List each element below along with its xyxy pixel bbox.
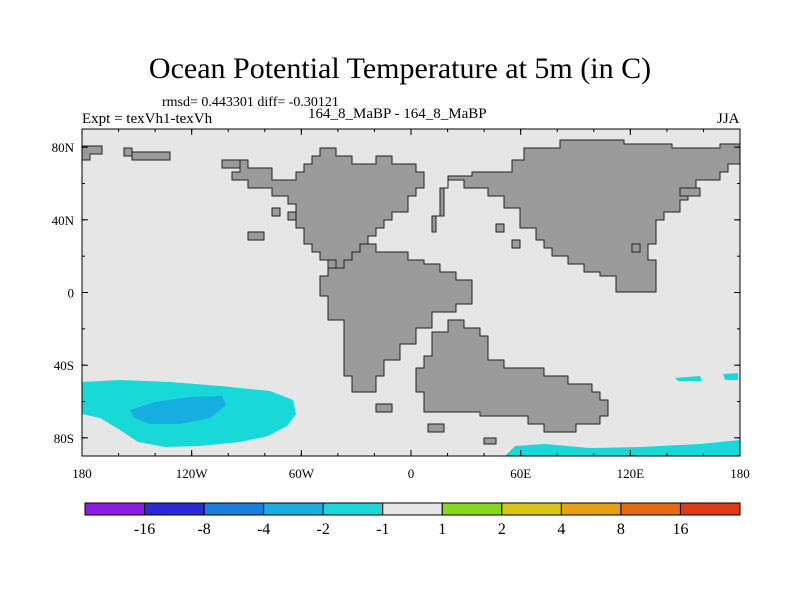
colorbar-label: 16	[672, 521, 688, 538]
y-tick-label: 80S	[54, 431, 74, 446]
anomaly-contours	[82, 373, 740, 456]
colorbar-label: -8	[197, 521, 210, 538]
land-island	[679, 187, 701, 197]
x-tick-label: 120W	[176, 466, 209, 481]
land-island	[247, 231, 265, 241]
colorbar-label: 2	[498, 521, 506, 538]
anomaly-contour-4	[675, 376, 702, 381]
colorbar-label: -2	[317, 521, 330, 538]
north-america	[231, 147, 425, 269]
southern-continent	[415, 319, 609, 433]
y-tick-label: 40S	[54, 358, 74, 373]
colorbar-label: -1	[376, 521, 389, 538]
colorbar-swatch	[620, 502, 681, 516]
colorbar-swatch	[441, 502, 503, 516]
case-label: 164_8_MaBP - 164_8_MaBP	[308, 106, 487, 122]
colorbar-swatch	[263, 502, 324, 516]
colorbar-label: -16	[134, 521, 155, 538]
land-island	[375, 403, 393, 413]
land-island	[271, 207, 281, 217]
colorbar-swatch	[382, 502, 443, 516]
x-tick-label: 60W	[289, 466, 315, 481]
land-island	[287, 211, 297, 221]
colorbar-label: -4	[257, 521, 270, 538]
south-america	[319, 243, 473, 393]
y-axis: 80N 40N 0 40S 80S	[52, 140, 740, 446]
chart-title: Ocean Potential Temperature at 5m (in C)	[148, 52, 652, 85]
x-axis: 180 120W 60W 0 60E 120E 180	[72, 129, 750, 481]
y-tick-label: 40N	[52, 213, 75, 228]
land-masses	[81, 139, 741, 445]
x-tick-label: 180	[72, 466, 92, 481]
colorbar-swatch	[501, 502, 562, 516]
x-tick-label: 0	[408, 466, 415, 481]
colorbar-swatch	[679, 502, 741, 516]
land-island	[131, 151, 171, 161]
land-island	[631, 243, 641, 253]
x-tick-label: 60E	[510, 466, 531, 481]
colorbar-swatch	[203, 502, 265, 516]
colorbar-swatch	[84, 502, 146, 516]
anomaly-contour-2	[130, 396, 226, 424]
land-island	[483, 437, 497, 445]
season-label: JJA	[717, 111, 740, 127]
land-island	[511, 239, 521, 249]
experiment-label: Expt = texVh1-texVh	[82, 111, 213, 127]
colorbar: -16 -8 -4 -2 -1 1 2 4 8 16	[84, 502, 741, 538]
y-tick-label: 0	[68, 286, 75, 301]
colorbar-label: 4	[557, 521, 565, 538]
colorbar-label: 1	[438, 521, 446, 538]
land-island	[427, 423, 445, 433]
x-tick-label: 120E	[617, 466, 645, 481]
land-island	[327, 259, 337, 269]
land-island	[123, 147, 133, 157]
anomaly-contour-5	[723, 373, 738, 380]
land-island	[221, 159, 241, 169]
colorbar-swatch	[322, 502, 384, 516]
colorbar-swatch	[560, 502, 622, 516]
x-tick-label: 180	[730, 466, 750, 481]
y-tick-label: 80N	[52, 140, 75, 155]
land-island	[495, 223, 505, 233]
colorbar-swatch	[144, 502, 205, 516]
stats-text: rmsd= 0.443301 diff= -0.30121	[162, 95, 339, 110]
colorbar-label: 8	[617, 521, 625, 538]
eurasia	[431, 139, 741, 293]
anomaly-contour-3	[505, 440, 740, 456]
